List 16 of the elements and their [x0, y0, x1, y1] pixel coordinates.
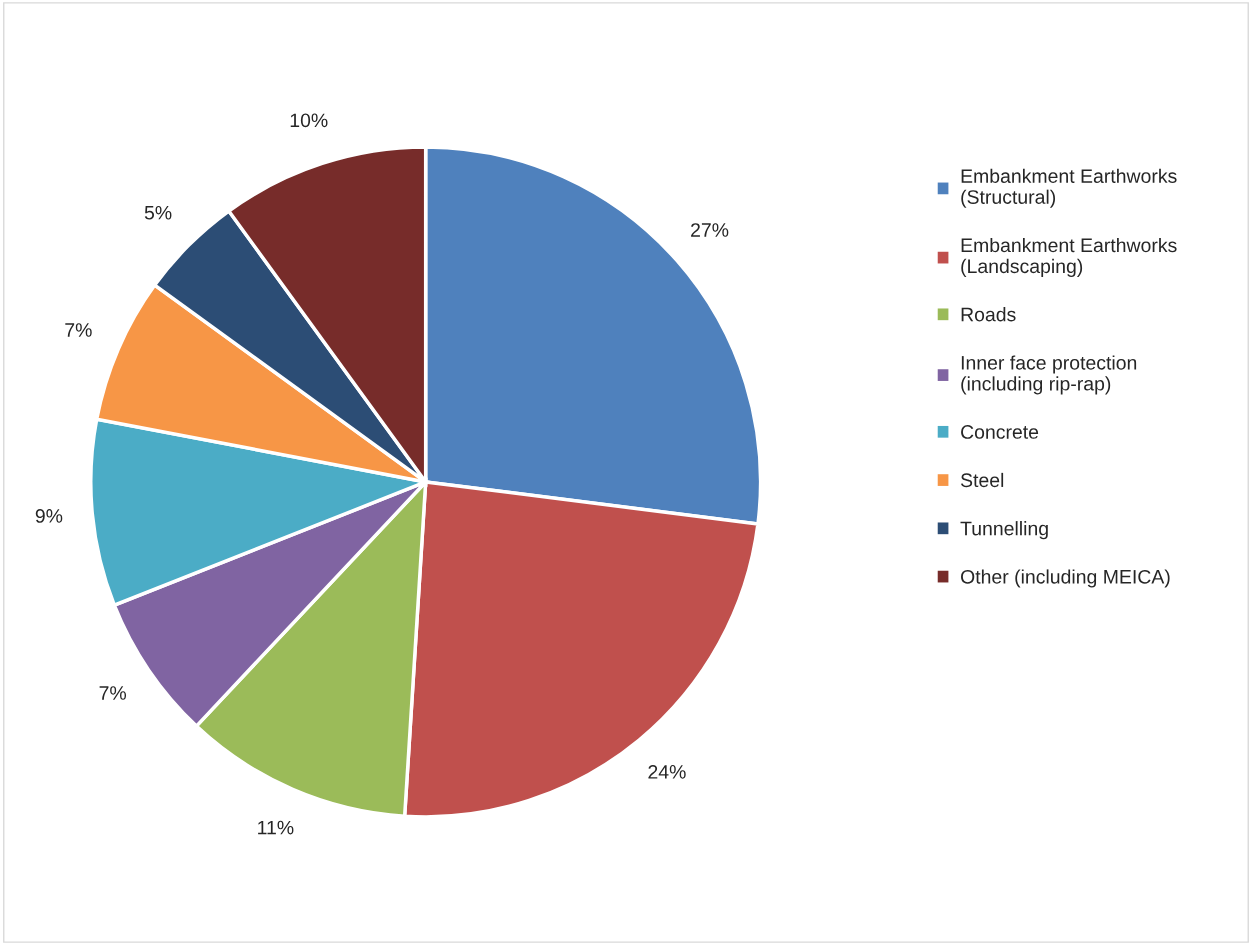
data-label: 27%	[691, 223, 729, 237]
legend-label: Tunnelling	[960, 521, 1048, 540]
legend-label: Inner face protection (including rip-rap)	[961, 355, 1137, 395]
data-label: 7%	[65, 323, 92, 337]
data-label: 10%	[290, 113, 328, 128]
legend-label: Embankment Earthworks (Structural)	[961, 168, 1177, 208]
data-label: 24%	[648, 765, 686, 779]
data-label: 11%	[258, 820, 294, 835]
data-label: 9%	[35, 509, 63, 523]
legend-label: Embankment Earthworks (Landscaping)	[961, 237, 1177, 277]
legend-label: Other (including MEICA)	[961, 569, 1170, 588]
legend-label: Steel	[960, 472, 1004, 488]
data-label: 5%	[144, 205, 172, 220]
legend-label: Roads	[961, 307, 1016, 322]
legend-label: Concrete	[961, 425, 1039, 439]
data-label: 7%	[99, 686, 127, 700]
